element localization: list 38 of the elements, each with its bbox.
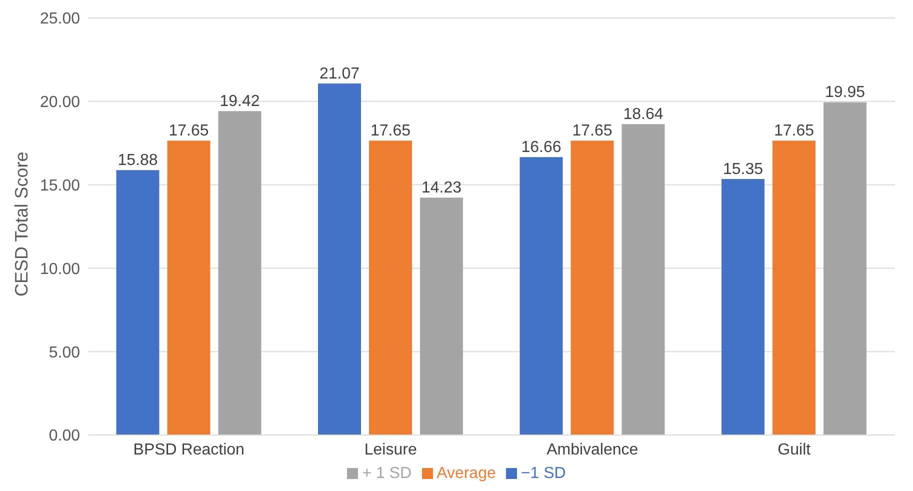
legend-label: + 1 SD [362, 465, 412, 482]
x-tick-label: BPSD Reaction [133, 441, 244, 458]
data-label: 16.66 [521, 139, 562, 156]
bar [420, 198, 463, 435]
data-label: 21.07 [319, 66, 360, 83]
data-label: 19.42 [220, 93, 260, 110]
bar [823, 102, 866, 435]
data-label: 17.65 [774, 122, 814, 140]
y-tick-label: 20.00 [40, 94, 80, 112]
data-label: 15.88 [118, 152, 158, 170]
data-label: 18.64 [623, 106, 664, 124]
data-label: 17.65 [370, 122, 411, 140]
bar [721, 178, 764, 435]
bar [520, 157, 563, 435]
bar [318, 84, 361, 435]
bar [116, 170, 160, 435]
bar [772, 140, 816, 435]
legend-label: −1 SD [520, 465, 566, 482]
y-tick-label: 25.00 [40, 10, 80, 28]
data-label: 17.65 [168, 122, 209, 140]
data-label: 14.23 [421, 180, 462, 197]
data-label: 19.95 [824, 84, 866, 102]
x-tick-label: Leisure [364, 441, 417, 458]
bar [368, 140, 412, 435]
y-tick-label: 10.00 [40, 260, 80, 278]
x-tick-label: Guilt [778, 441, 812, 458]
y-tick-label: 5.00 [48, 344, 80, 362]
bar [570, 140, 614, 435]
data-label: 15.35 [722, 160, 764, 178]
y-tick-label: 0.00 [48, 428, 80, 445]
bar [218, 111, 262, 435]
y-axis-title: CESD Total Score [11, 152, 32, 296]
bar [622, 124, 665, 435]
x-tick-label: Ambivalence [546, 441, 638, 458]
legend-label: Average [436, 465, 496, 482]
y-tick-label: 15.00 [40, 177, 80, 194]
data-label: 17.65 [572, 122, 612, 140]
bar [167, 140, 210, 435]
